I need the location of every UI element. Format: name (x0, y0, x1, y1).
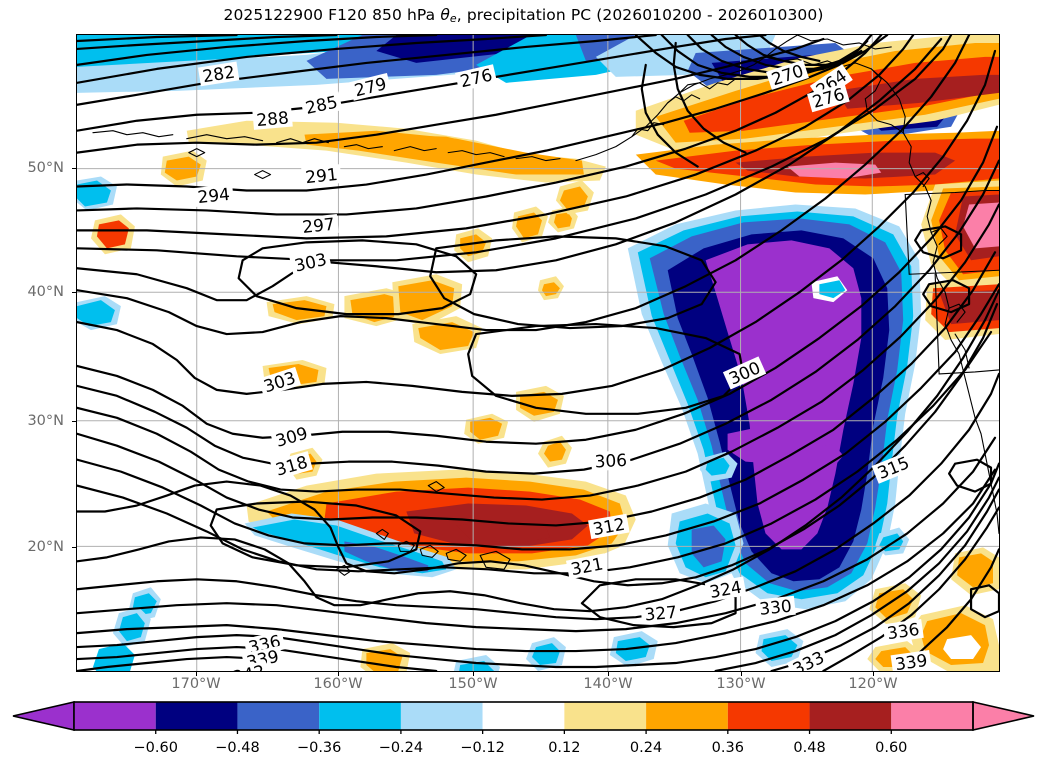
svg-text:336: 336 (886, 619, 921, 643)
colorbar-segment-5[interactable] (482, 702, 565, 730)
x-tick-0 (196, 672, 198, 676)
chart-title: 2025122900 F120 850 hPa θe, precipitatio… (0, 6, 1047, 25)
filled-contour-layer (77, 35, 999, 671)
svg-text:330: 330 (758, 596, 792, 619)
contour-label: 342 (227, 660, 270, 671)
contour-label: 312 (588, 513, 630, 540)
y-tick-1 (72, 292, 76, 294)
contour-label: 297 (298, 214, 339, 237)
contour-label: 282 (197, 61, 240, 87)
contour-label: 339 (890, 650, 932, 671)
svg-text:297: 297 (301, 214, 335, 237)
colorbar-tick-label-6: 0.24 (629, 740, 663, 756)
colorbar-segment-3[interactable] (319, 702, 401, 730)
contour-label: 330 (755, 596, 796, 619)
x-tick-label-3: 140°W (583, 676, 633, 692)
x-tick-2 (473, 672, 475, 676)
title-init: 2025122900 (223, 6, 324, 24)
y-tick-2 (72, 421, 76, 423)
svg-text:294: 294 (197, 184, 231, 207)
contour-label: 303 (289, 248, 332, 276)
title-lead: F120 (328, 6, 368, 24)
colorbar-tick-label-7: 0.36 (711, 740, 744, 756)
colorbar-tick-label-5: 0.12 (548, 740, 581, 756)
colorbar-segment-10[interactable] (891, 702, 973, 730)
x-tick-5 (873, 672, 875, 676)
title-level: 850 hPa (372, 6, 436, 24)
colorbar-segment-1[interactable] (155, 702, 238, 730)
title-theta-subscript: e (449, 12, 457, 25)
title-valid-range: (2026010200 - 2026010300) (596, 6, 824, 24)
contour-label: 321 (565, 553, 608, 580)
colorbar-tick-label-3: −0.24 (378, 740, 424, 756)
svg-text:339: 339 (894, 650, 929, 671)
contour-label: 276 (807, 83, 850, 113)
x-tick-label-4: 130°W (716, 676, 766, 692)
colorbar-extend-min-arrow (12, 700, 75, 732)
y-tick-0 (72, 168, 76, 170)
colorbar-tick-label-1: −0.48 (215, 740, 260, 756)
colorbar-segment-2[interactable] (237, 702, 320, 730)
contour-label: 309 (270, 422, 313, 452)
x-tick-label-0: 170°W (171, 676, 221, 692)
svg-text:282: 282 (201, 61, 236, 86)
y-tick-label-0: 50°N (27, 160, 64, 176)
svg-text:324: 324 (708, 577, 743, 602)
colorbar-segment-9[interactable] (809, 702, 892, 730)
svg-text:306: 306 (594, 450, 627, 472)
y-tick-3 (72, 547, 76, 549)
colorbar-segment-0[interactable] (74, 702, 156, 730)
svg-text:342: 342 (231, 661, 267, 671)
title-comma: , (456, 6, 462, 24)
contour-label: 294 (193, 184, 235, 207)
colorbar-tick-label-9: 0.60 (875, 740, 908, 756)
colorbar-segment-7[interactable] (646, 702, 728, 730)
colorbar-segments[interactable] (12, 700, 1035, 734)
map-plot-panel[interactable]: 282 279 276 270 264 276 285 288 291 294 297 303 303 3… (76, 34, 1000, 672)
svg-text:285: 285 (304, 92, 340, 118)
svg-text:327: 327 (644, 602, 678, 625)
svg-text:288: 288 (256, 107, 290, 130)
colorbar-outline (73, 701, 974, 731)
y-tick-label-3: 20°N (27, 539, 64, 555)
x-tick-label-2: 150°W (448, 676, 498, 692)
colorbar-segment-6[interactable] (564, 702, 647, 730)
colorbar[interactable] (0, 698, 1047, 738)
y-tick-label-1: 40°N (27, 284, 64, 300)
colorbar-canvas[interactable] (0, 698, 1047, 738)
contour-label: 285 (300, 91, 343, 119)
colorbar-extend-max-arrow (972, 700, 1035, 732)
contour-bundle-alaska (634, 35, 873, 168)
contour-label: 288 (252, 107, 293, 130)
title-theta-symbol: θ (440, 6, 450, 24)
contour-layer (77, 35, 999, 671)
colorbar-tick-label-4: −0.12 (460, 740, 505, 756)
title-field: precipitation PC (466, 6, 592, 24)
x-tick-label-1: 160°W (313, 676, 363, 692)
x-tick-4 (741, 672, 743, 676)
x-tick-1 (338, 672, 340, 676)
colorbar-tick-label-0: −0.60 (133, 740, 178, 756)
contour-label: 306 (590, 450, 631, 472)
svg-text:303: 303 (292, 249, 328, 276)
y-tick-label-2: 30°N (27, 413, 64, 429)
svg-text:309: 309 (273, 423, 310, 451)
colorbar-tick-label-8: 0.48 (793, 740, 826, 756)
x-tick-3 (608, 672, 610, 676)
svg-text:291: 291 (304, 164, 338, 187)
contour-label: 336 (882, 619, 924, 643)
colorbar-segment-8[interactable] (727, 702, 810, 730)
colorbar-segment-4[interactable] (400, 702, 483, 730)
contour-label: 327 (640, 602, 681, 625)
contour-label: 291 (301, 164, 342, 187)
colorbar-tick-label-2: −0.36 (296, 740, 342, 756)
x-tick-label-5: 120°W (848, 676, 898, 692)
